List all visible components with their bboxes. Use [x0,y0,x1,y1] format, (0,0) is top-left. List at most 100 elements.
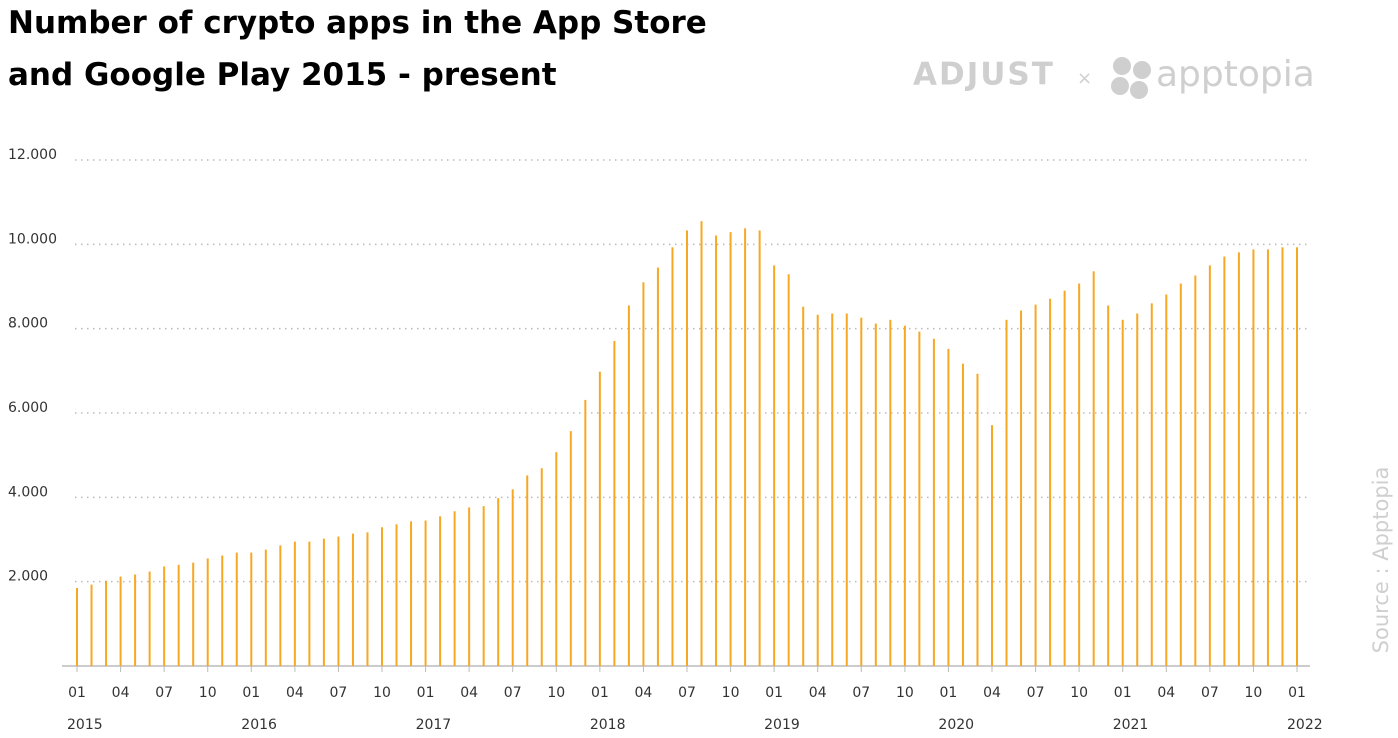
x-tick-label: 10 [199,685,217,701]
bar [1165,294,1168,666]
x-tick-label: 10 [1070,685,1088,701]
bar [1049,298,1052,666]
bar [1136,313,1139,666]
bar [976,373,979,666]
bar [308,541,311,666]
bar [410,521,413,666]
bar [1179,283,1182,666]
partner-logo: apptopia [1156,54,1315,95]
bar [889,319,892,666]
bar [192,562,195,666]
bar [119,576,122,666]
bar [221,555,224,666]
bar [177,564,180,666]
y-tick-label: 12.000 [8,147,57,163]
x-tick-label: 10 [547,685,565,701]
bar [1208,265,1211,666]
bar [1078,283,1081,666]
x-tick-label: 01 [1114,685,1132,701]
x-tick-label: 04 [983,685,1001,701]
x-tick-label: 07 [678,685,696,701]
x-tick-label: 10 [1245,685,1263,701]
bar [264,549,267,666]
bar [250,552,253,666]
bar [715,235,718,666]
bar [1092,271,1095,666]
bar [366,532,369,666]
bar [598,371,601,666]
bar [961,363,964,666]
bar [235,552,238,666]
bar [424,520,427,666]
bar [134,574,137,666]
x-tick-label: 01 [765,685,783,701]
bar [1281,247,1284,666]
x-tick-label: 04 [460,685,478,701]
bar [627,305,630,666]
bar [1034,304,1037,666]
bar [540,468,543,666]
x-group-label: 2017 [416,717,452,733]
bar [163,566,166,666]
bar [497,498,500,666]
bar [947,348,950,666]
y-tick-label: 10.000 [8,231,57,247]
bar [395,524,398,666]
bar [642,282,645,666]
chart-title: and Google Play 2015 - present [8,57,557,93]
bar [787,274,790,666]
bar [439,516,442,666]
bar [526,475,529,666]
bar [918,331,921,666]
bar [686,230,688,666]
bar [991,425,993,666]
bar [511,489,514,666]
bar [555,452,558,666]
bar [860,317,863,666]
bar [802,306,805,666]
bar [76,587,78,666]
x-group-label: 2018 [590,717,626,733]
x-tick-label: 10 [896,685,914,701]
x-group-label: 2019 [764,717,800,733]
logo-separator: × [1077,68,1092,89]
bar [1266,249,1269,667]
x-tick-label: 04 [809,685,827,701]
bar [293,541,296,666]
bar [148,571,151,666]
x-tick-label: 10 [722,685,740,701]
bar [1063,290,1066,666]
x-tick-label: 01 [68,685,86,701]
bar [482,506,485,666]
bar [1005,319,1008,666]
bar [337,536,340,666]
bar [932,338,935,666]
x-tick-label: 01 [591,685,609,701]
x-tick-label: 04 [286,685,304,701]
bar [758,230,761,666]
x-group-label: 2016 [241,717,277,733]
bar [1223,256,1226,666]
bar [1237,252,1240,666]
y-tick-label: 6.000 [8,400,48,416]
bar [1252,249,1255,667]
bar [206,558,209,666]
bar [874,323,877,666]
x-tick-label: 04 [1157,685,1175,701]
x-tick-label: 07 [1201,685,1219,701]
y-tick-label: 2.000 [8,569,48,585]
bar [381,527,383,666]
bar [1020,310,1023,666]
x-tick-label: 01 [1288,685,1306,701]
bar [1296,247,1298,666]
x-tick-label: 01 [940,685,958,701]
bar [903,325,906,666]
partner-icon [1111,57,1151,99]
y-tick-label: 8.000 [8,316,48,332]
x-tick-label: 01 [417,685,435,701]
x-tick-label: 04 [635,685,653,701]
x-tick-label: 07 [330,685,348,701]
chart-title: Number of crypto apps in the App Store [8,5,707,41]
bar [816,314,819,666]
bar [322,538,325,666]
